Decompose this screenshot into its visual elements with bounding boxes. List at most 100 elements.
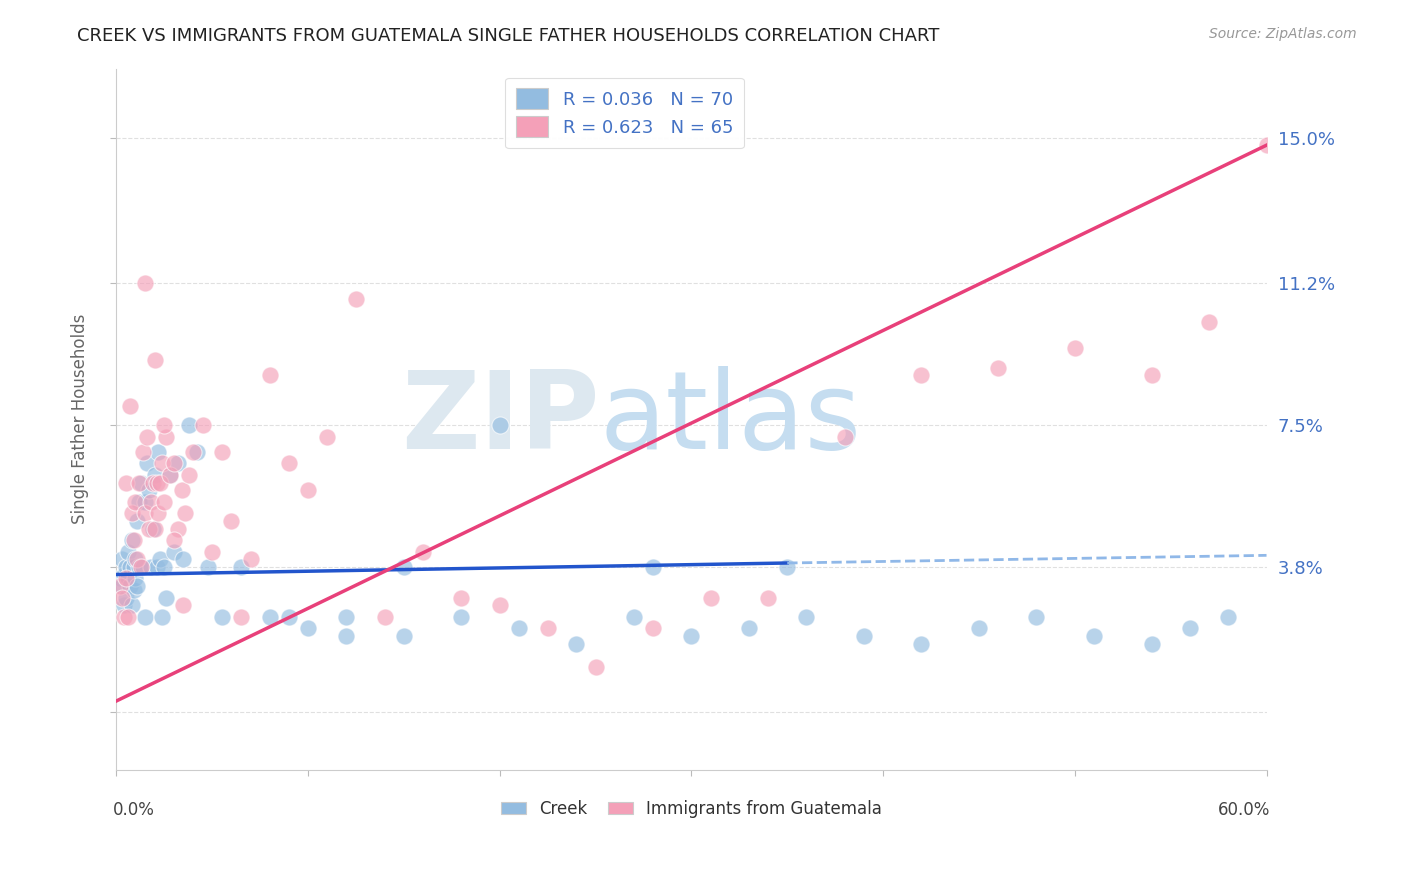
Point	[186, 445, 208, 459]
Point	[132, 445, 155, 459]
Point	[134, 506, 156, 520]
Point	[142, 475, 165, 490]
Point	[115, 591, 138, 605]
Point	[129, 475, 152, 490]
Point	[1140, 636, 1163, 650]
Point	[1218, 609, 1240, 624]
Point	[392, 629, 415, 643]
Point	[776, 559, 799, 574]
Point	[112, 567, 135, 582]
Point	[738, 621, 761, 635]
Point	[145, 559, 167, 574]
Point	[153, 559, 176, 574]
Text: CREEK VS IMMIGRANTS FROM GUATEMALA SINGLE FATHER HOUSEHOLDS CORRELATION CHART: CREEK VS IMMIGRANTS FROM GUATEMALA SINGL…	[77, 27, 939, 45]
Point	[112, 609, 135, 624]
Point	[211, 609, 233, 624]
Point	[166, 456, 188, 470]
Point	[128, 494, 150, 508]
Point	[174, 506, 197, 520]
Point	[117, 609, 139, 624]
Point	[277, 456, 299, 470]
Point	[1198, 314, 1220, 328]
Point	[134, 494, 156, 508]
Point	[488, 598, 510, 612]
Point	[159, 467, 181, 482]
Point	[172, 598, 194, 612]
Point	[118, 579, 141, 593]
Point	[117, 544, 139, 558]
Point	[138, 521, 160, 535]
Point	[1256, 138, 1278, 153]
Point	[488, 417, 510, 432]
Point	[201, 544, 224, 558]
Point	[127, 552, 149, 566]
Point	[179, 467, 201, 482]
Point	[124, 494, 146, 508]
Point	[681, 629, 703, 643]
Legend: Creek, Immigrants from Guatemala: Creek, Immigrants from Guatemala	[495, 794, 889, 825]
Point	[117, 571, 139, 585]
Point	[159, 467, 181, 482]
Point	[179, 417, 201, 432]
Point	[170, 483, 193, 498]
Point	[344, 292, 367, 306]
Point	[150, 456, 173, 470]
Text: 60.0%: 60.0%	[1218, 801, 1271, 819]
Point	[134, 276, 156, 290]
Point	[756, 591, 779, 605]
Point	[1140, 368, 1163, 383]
Text: ZIP: ZIP	[401, 367, 599, 472]
Point	[641, 559, 664, 574]
Point	[796, 609, 818, 624]
Point	[967, 621, 990, 635]
Point	[211, 445, 233, 459]
Point	[834, 429, 856, 443]
Point	[148, 506, 170, 520]
Point	[374, 609, 396, 624]
Point	[124, 571, 146, 585]
Point	[852, 629, 875, 643]
Point	[121, 533, 143, 547]
Point	[121, 506, 143, 520]
Point	[297, 483, 319, 498]
Point	[118, 559, 141, 574]
Point	[335, 629, 357, 643]
Point	[134, 609, 156, 624]
Point	[111, 552, 134, 566]
Point	[128, 559, 150, 574]
Point	[127, 514, 149, 528]
Point	[115, 475, 138, 490]
Point	[145, 475, 167, 490]
Point	[121, 598, 143, 612]
Point	[108, 579, 131, 593]
Point	[139, 494, 162, 508]
Point	[316, 429, 339, 443]
Point	[136, 429, 159, 443]
Point	[181, 445, 204, 459]
Point	[699, 591, 721, 605]
Point	[148, 445, 170, 459]
Point	[155, 591, 177, 605]
Point	[450, 591, 472, 605]
Point	[149, 552, 172, 566]
Point	[127, 579, 149, 593]
Point	[153, 494, 176, 508]
Point	[143, 521, 166, 535]
Point	[1025, 609, 1047, 624]
Point	[166, 521, 188, 535]
Point	[987, 360, 1010, 375]
Point	[124, 552, 146, 566]
Text: Source: ZipAtlas.com: Source: ZipAtlas.com	[1209, 27, 1357, 41]
Point	[115, 571, 138, 585]
Point	[155, 429, 177, 443]
Point	[172, 552, 194, 566]
Point	[191, 417, 214, 432]
Point	[239, 552, 262, 566]
Point	[108, 571, 131, 585]
Point	[277, 609, 299, 624]
Point	[122, 582, 145, 597]
Point	[163, 544, 186, 558]
Text: 0.0%: 0.0%	[112, 801, 155, 819]
Point	[143, 467, 166, 482]
Point	[335, 609, 357, 624]
